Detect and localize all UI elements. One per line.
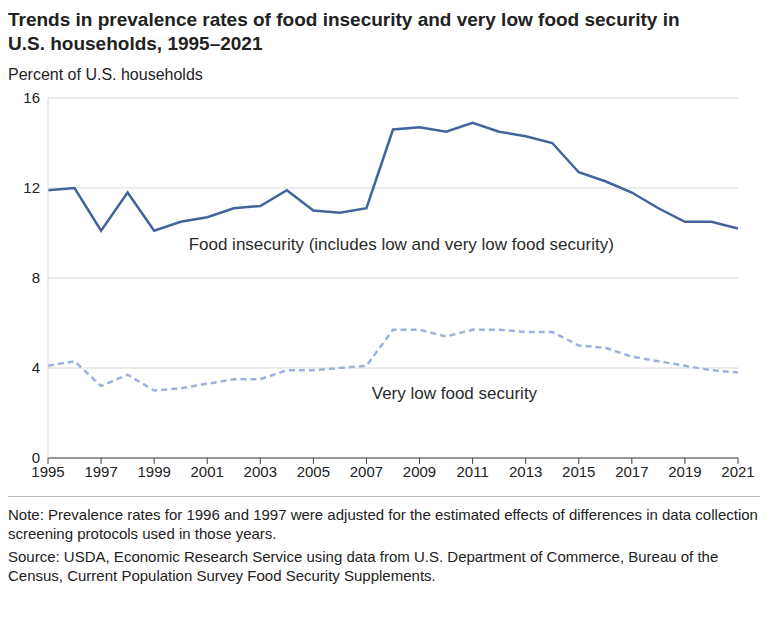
svg-text:8: 8 <box>32 269 40 286</box>
svg-text:16: 16 <box>23 89 40 106</box>
html-text:Food insecurity (includes low: Food insecurity (includes low and very l… <box>188 234 614 254</box>
svg-text:1997: 1997 <box>84 463 117 480</box>
svg-text:12: 12 <box>23 179 40 196</box>
svg-text:4: 4 <box>32 359 40 376</box>
svg-text:2007: 2007 <box>350 463 383 480</box>
svg-text:2011: 2011 <box>456 463 488 480</box>
html-text:Percent of U.S. households: Percent of U.S. households <box>8 66 203 83</box>
svg-text:2003: 2003 <box>244 463 277 480</box>
html-text:Very low food security: Very low food security <box>371 384 538 403</box>
svg-text:2013: 2013 <box>509 463 542 480</box>
html-text:Source: USDA, Economic Researc: Source: USDA, Economic Research Service … <box>8 548 719 584</box>
svg-text:2009: 2009 <box>403 463 436 480</box>
svg-text:2005: 2005 <box>297 463 330 480</box>
html-text:Trends in prevalence rates of: Trends in prevalence rates of food insec… <box>8 9 680 54</box>
svg-text:2017: 2017 <box>615 463 648 480</box>
svg-text:1999: 1999 <box>137 463 170 480</box>
svg-text:2001: 2001 <box>191 463 224 480</box>
svg-text:2019: 2019 <box>668 463 701 480</box>
svg-text:2015: 2015 <box>562 463 595 480</box>
svg-text:0: 0 <box>32 449 40 466</box>
svg-text:1995: 1995 <box>31 462 65 480</box>
html-text:Note: Prevalence rates for 199: Note: Prevalence rates for 1996 and 1997… <box>8 506 758 542</box>
svg-text:2021: 2021 <box>721 463 754 480</box>
